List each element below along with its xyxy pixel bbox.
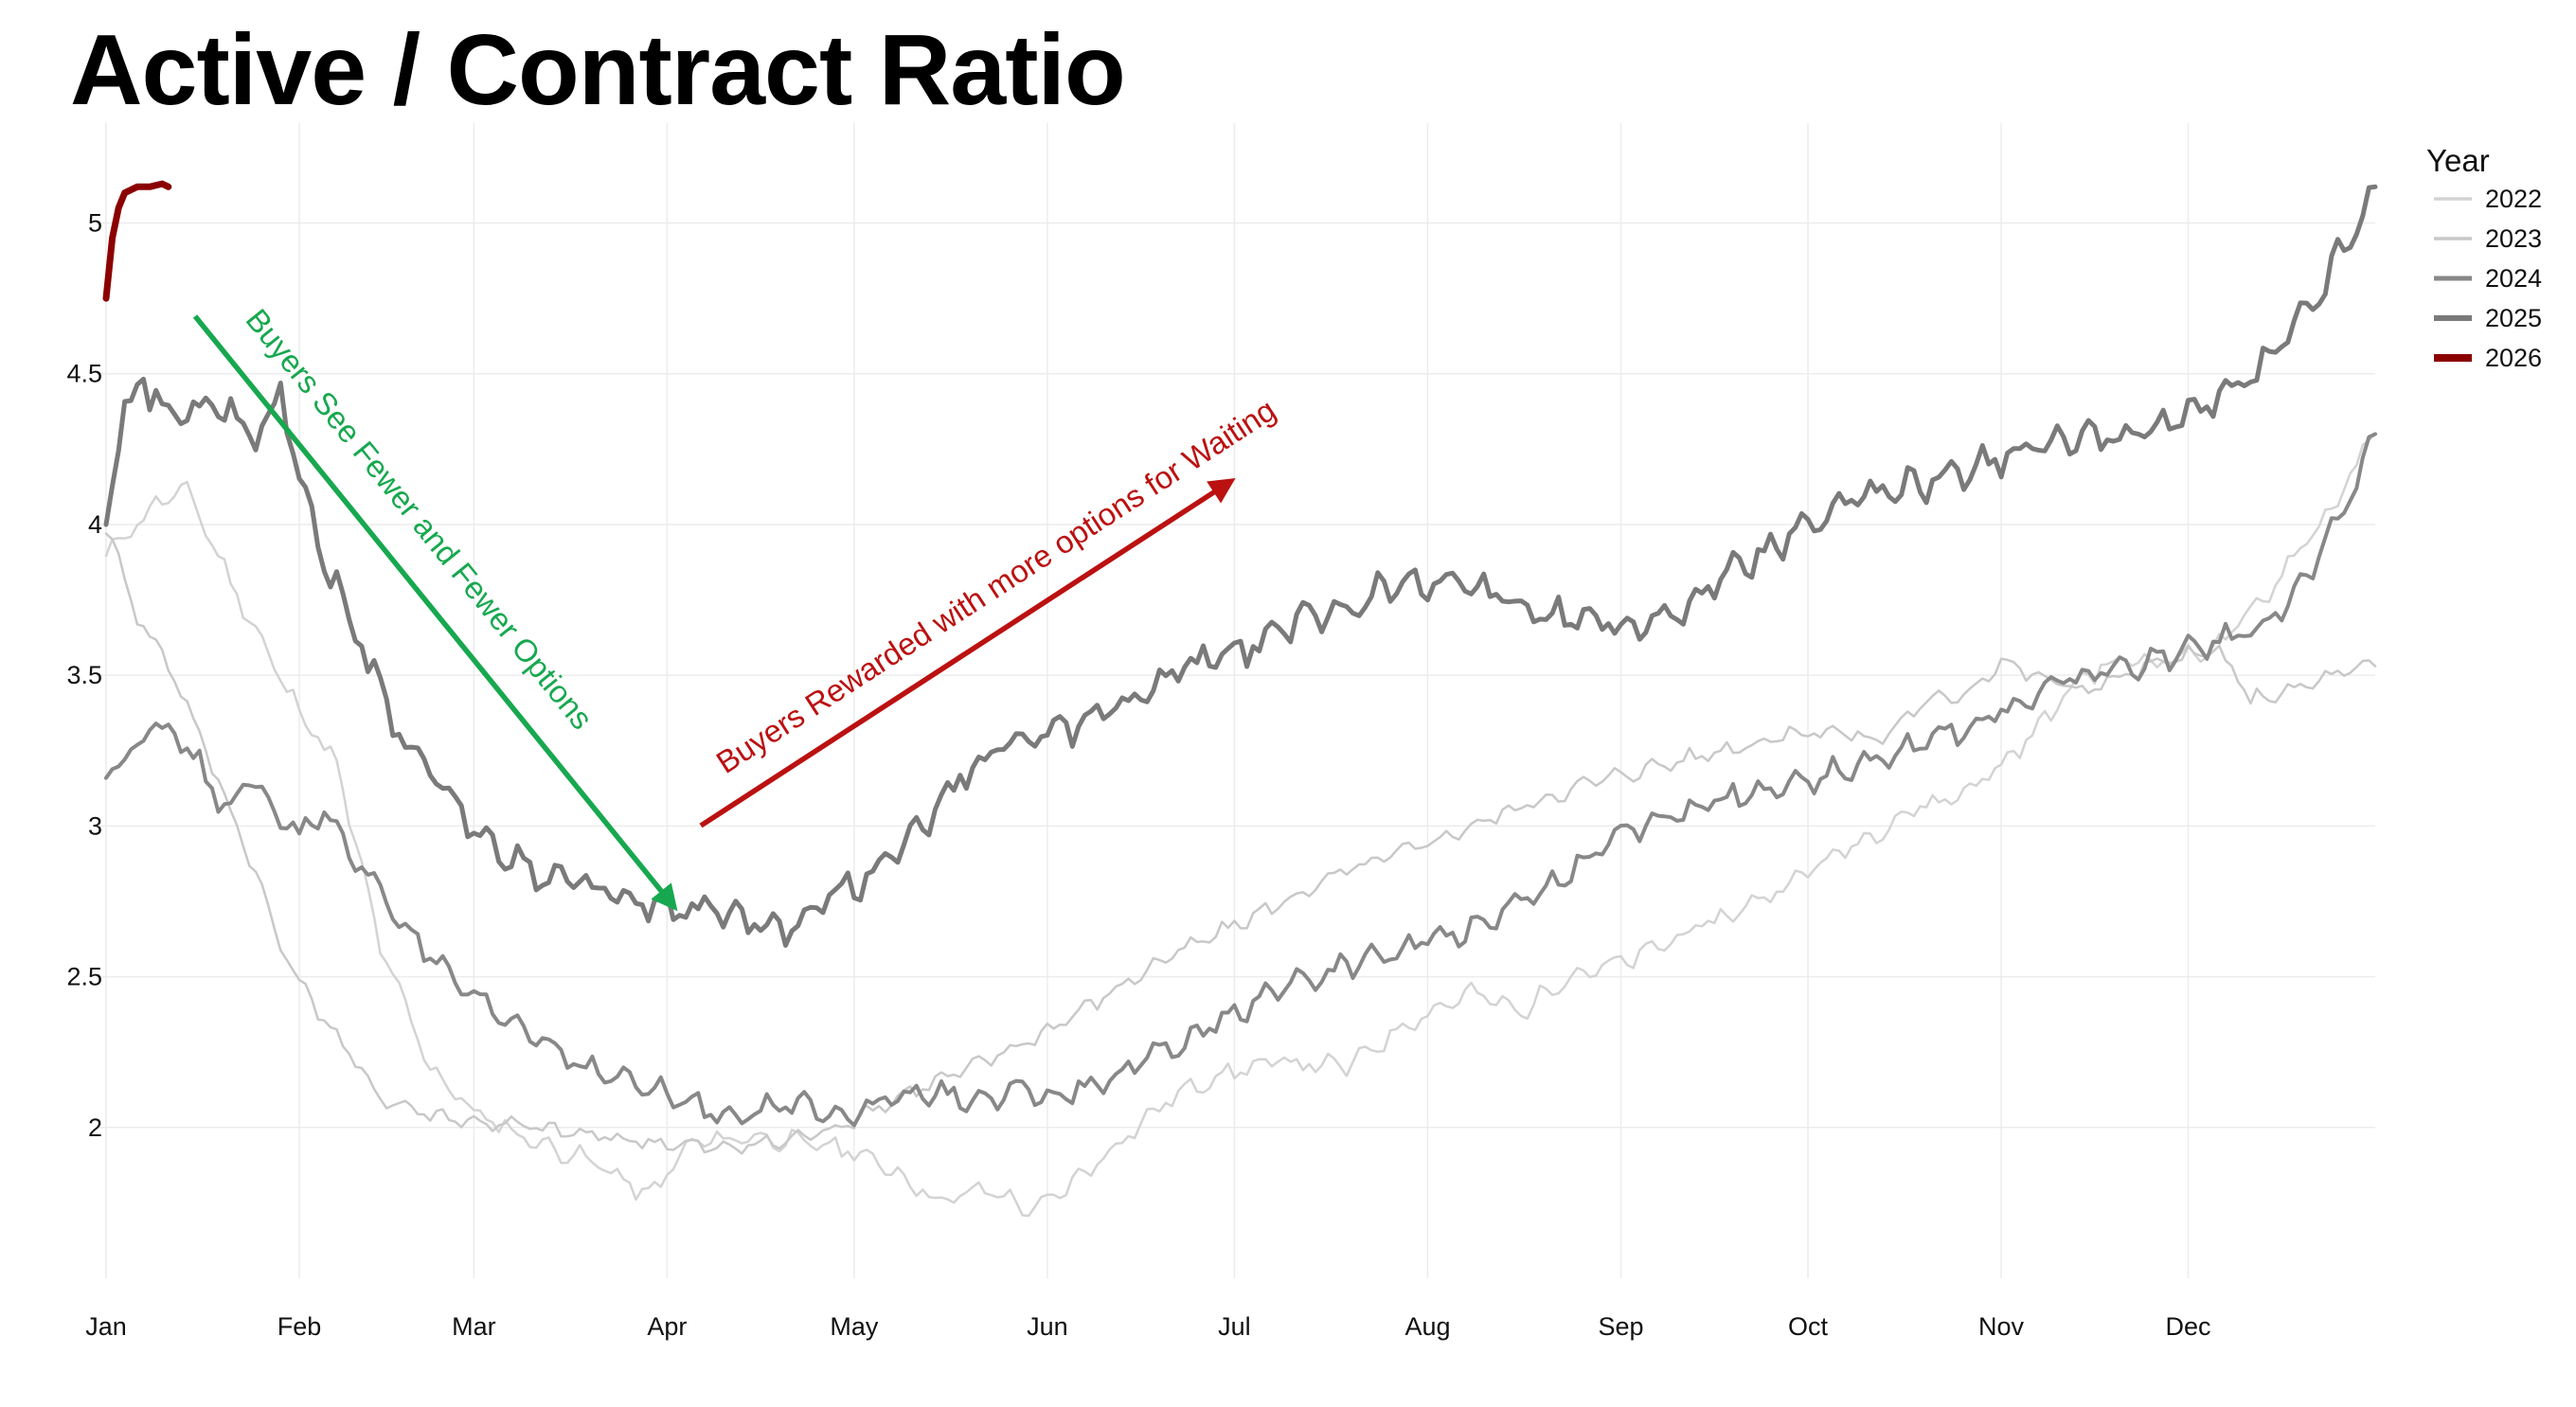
gridlines (97, 123, 2375, 1278)
x-tick-label: Jul (1218, 1312, 1251, 1341)
x-tick-label: Sep (1599, 1312, 1644, 1341)
annotations: Buyers See Fewer and Fewer Options Buyers… (192, 302, 1282, 912)
annotation-arrow-down (192, 314, 678, 912)
y-tick-label: 2.5 (66, 963, 102, 991)
legend: Year 2022 2023 2024 2025 2026 (2426, 143, 2542, 372)
annotation-text-fewer-options: Buyers See Fewer and Fewer Options (240, 302, 600, 736)
x-tick-label: Dec (2166, 1312, 2211, 1341)
series-lines (102, 180, 2378, 1218)
series-line-2023 (104, 532, 2377, 1155)
x-tick-label: Jun (1027, 1312, 1068, 1341)
y-tick-label: 5 (88, 209, 102, 238)
series-line-2024 (104, 432, 2377, 1128)
x-tick-label: Nov (1978, 1312, 2025, 1341)
y-tick-label: 4 (88, 510, 102, 539)
y-tick-label: 3.5 (66, 661, 102, 689)
axis-ticks: Jan Feb Mar Apr May Jun Jul Aug Sep Oct Nov Dec 2 2.5… (66, 209, 2210, 1341)
annotation-arrow-up (699, 478, 1236, 828)
chart-title: Active / Contract Ratio (70, 14, 1126, 126)
y-tick-label: 3 (88, 811, 102, 840)
x-tick-label: Jan (85, 1312, 127, 1341)
legend-title: Year (2426, 143, 2490, 178)
legend-label-2023: 2023 (2485, 224, 2542, 253)
series-line-2026 (102, 180, 172, 302)
series-line-2022 (104, 433, 2377, 1218)
x-tick-label: Oct (1788, 1312, 1829, 1341)
legend-label-2022: 2022 (2485, 185, 2542, 213)
series-line-2025 (103, 184, 2378, 948)
annotation-text-rewarded: Buyers Rewarded with more options for Wa… (710, 392, 1282, 780)
x-tick-label: Aug (1404, 1312, 1450, 1341)
y-tick-label: 2 (88, 1113, 102, 1142)
y-tick-label: 4.5 (66, 360, 102, 388)
x-tick-label: May (830, 1312, 879, 1341)
legend-label-2025: 2025 (2485, 304, 2542, 332)
legend-label-2024: 2024 (2485, 264, 2542, 293)
x-tick-label: Mar (452, 1312, 496, 1341)
legend-label-2026: 2026 (2485, 344, 2542, 372)
x-tick-label: Feb (277, 1312, 322, 1341)
x-tick-label: Apr (647, 1312, 687, 1341)
